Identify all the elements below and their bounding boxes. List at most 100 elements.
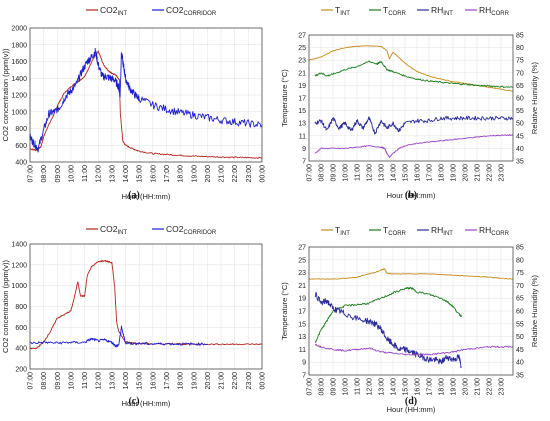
legend: TINT TCORR RHINT RHCORR [321, 5, 510, 17]
legend-entry: RHINT [431, 225, 453, 237]
series-line-co2_int [30, 259, 263, 350]
y-tick-label: 1400 [11, 76, 27, 83]
x-axis-label: Hour (HH:mm) [387, 405, 436, 414]
y-tick-label: 27 [298, 245, 306, 252]
y-right-tick-label: 40 [516, 146, 524, 153]
x-axis-label: Hour (HH:mm) [387, 191, 436, 200]
y-right-axis-label: Relative Humidity (%) [530, 274, 539, 347]
y-right-tick-label: 70 [516, 70, 524, 77]
x-tick-label: 07:00 [28, 372, 35, 390]
x-tick-label: 22:00 [232, 165, 239, 183]
x-tick-label: 07:00 [307, 378, 314, 396]
chart-panel-0: 07:00 08:00 09:00 10:00 11:00 12:00 13:00 14:00… [1, 5, 267, 201]
x-tick-label: 00:00 [260, 165, 267, 183]
series-line-rh_int [314, 115, 514, 135]
plot-frame [308, 246, 514, 376]
legend: CO2INT CO2CORRIDOR [86, 224, 217, 236]
x-tick-label: 12:00 [367, 164, 374, 182]
y-right-tick-label: 45 [516, 133, 524, 140]
y-right-tick-label: 85 [516, 245, 524, 252]
y-tick-label: 1200 [11, 262, 27, 269]
x-tick-label: 14:00 [123, 372, 130, 390]
x-tick-label: 19:00 [451, 378, 458, 396]
legend-entry: RHCORR [479, 5, 510, 17]
y-right-tick-label: 35 [516, 373, 524, 380]
x-tick-label: 08:00 [41, 372, 48, 390]
plot-frame [308, 34, 514, 162]
x-tick-label: 16:00 [150, 372, 157, 390]
series-line-t_int [308, 268, 514, 280]
x-tick-label: 10:00 [68, 165, 75, 183]
y-tick-label: 15 [298, 321, 306, 328]
x-tick-label: 20:00 [463, 378, 470, 396]
y-tick-label: 17 [298, 96, 306, 103]
legend-entry: CO2INT [100, 5, 127, 17]
x-tick-label: 16:00 [415, 164, 422, 182]
y-right-tick-label: 80 [516, 257, 524, 264]
y-tick-label: 25 [298, 257, 306, 264]
y-tick-label: 17 [298, 309, 306, 316]
x-tick-label: 11:00 [355, 164, 362, 181]
legend: TINT TCORR RHINT RHCORR [321, 225, 510, 237]
x-tick-label: 07:00 [28, 165, 35, 183]
panel-label: (c) [128, 396, 139, 407]
y-right-axis-label: Relative Humidity (%) [530, 61, 539, 134]
y-right-tick-label: 45 [516, 347, 524, 354]
x-tick-label: 09:00 [55, 165, 62, 183]
x-tick-label: 18:00 [439, 378, 446, 396]
y-tick-label: 1000 [11, 109, 27, 116]
legend: CO2INT CO2CORRIDOR [86, 5, 217, 17]
x-tick-label: 23:00 [246, 165, 253, 183]
series-line-t_corr [314, 286, 462, 343]
y-tick-label: 9 [302, 146, 306, 153]
panel-label: (d) [405, 396, 417, 407]
series-line-t_corr [314, 60, 513, 88]
x-tick-label: 19:00 [191, 165, 198, 183]
y-tick-label: 1600 [11, 59, 27, 66]
y-right-tick-label: 80 [516, 45, 524, 52]
x-tick-label: 23:00 [499, 164, 506, 182]
y-right-tick-label: 60 [516, 309, 524, 316]
y-tick-label: 1400 [11, 242, 27, 249]
x-tick-label: 21:00 [219, 372, 226, 390]
y-axis-label: CO2 concentration (ppm(v)) [1, 260, 10, 353]
legend-entry: TINT [335, 225, 350, 237]
y-tick-label: 2000 [11, 26, 27, 33]
y-tick-label: 11 [299, 347, 306, 354]
y-right-tick-label: 65 [516, 296, 524, 303]
y-tick-label: 15 [298, 108, 306, 115]
y-tick-label: 21 [298, 70, 306, 77]
y-tick-label: 13 [298, 334, 306, 341]
x-tick-label: 17:00 [164, 165, 171, 183]
x-axis-label: Hour (HH:mm) [122, 399, 171, 408]
x-tick-label: 23:00 [246, 372, 253, 390]
y-right-tick-label: 75 [516, 58, 524, 65]
legend-entry: CO2CORRIDOR [166, 224, 217, 236]
panel-label: (a) [128, 190, 140, 201]
y-tick-label: 1800 [11, 42, 27, 49]
y-tick-label: 600 [15, 325, 27, 332]
plot-frame [29, 243, 263, 370]
plot-frame [29, 27, 263, 163]
y-axis-label: CO2 concentration (ppm(v)) [1, 48, 10, 141]
y-tick-label: 7 [302, 159, 306, 166]
x-tick-label: 08:00 [41, 165, 48, 183]
y-tick-label: 800 [15, 304, 27, 311]
chart-panel-3: 07:00 08:00 09:00 10:00 11:00 12:00 13:00 14:00… [280, 225, 539, 414]
legend-entry: CO2INT [100, 224, 127, 236]
y-tick-label: 25 [298, 45, 306, 52]
legend-entry: TCORR [383, 225, 407, 237]
y-right-tick-label: 55 [516, 321, 524, 328]
series-line-rh_corr [314, 343, 514, 356]
x-tick-label: 17:00 [427, 378, 434, 396]
x-tick-label: 00:00 [260, 372, 267, 390]
x-tick-label: 12:00 [367, 378, 374, 396]
y-tick-label: 13 [298, 121, 306, 128]
x-tick-label: 07:00 [307, 164, 314, 182]
y-tick-label: 19 [298, 296, 306, 303]
x-tick-label: 16:00 [415, 378, 422, 396]
x-tick-label: 19:00 [191, 372, 198, 390]
x-tick-label: 09:00 [331, 164, 338, 182]
series-line-rh_int [314, 291, 462, 369]
x-tick-label: 18:00 [178, 165, 185, 183]
